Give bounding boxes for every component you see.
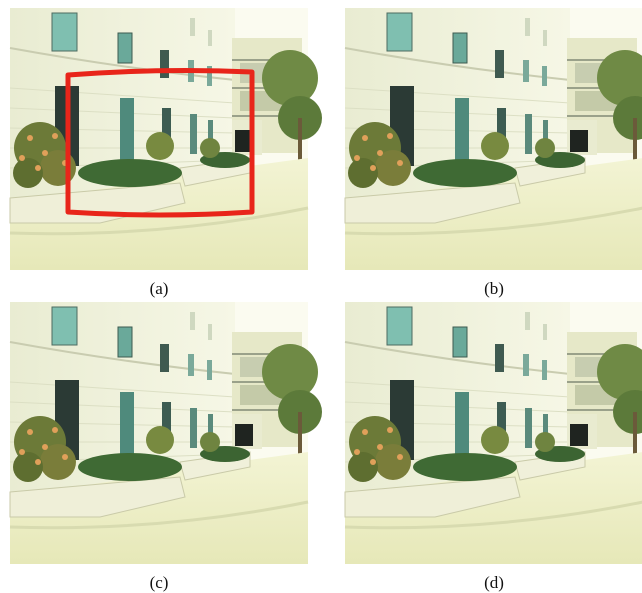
image-c bbox=[10, 302, 322, 564]
image-b bbox=[345, 8, 642, 270]
caption: (d) bbox=[345, 573, 642, 593]
caption: (b) bbox=[345, 279, 642, 299]
image-d bbox=[345, 302, 642, 564]
image-a bbox=[10, 8, 322, 270]
figure: (a) (b) (c) (d) bbox=[0, 0, 642, 593]
caption: (a) bbox=[10, 279, 308, 299]
caption: (c) bbox=[10, 573, 308, 593]
